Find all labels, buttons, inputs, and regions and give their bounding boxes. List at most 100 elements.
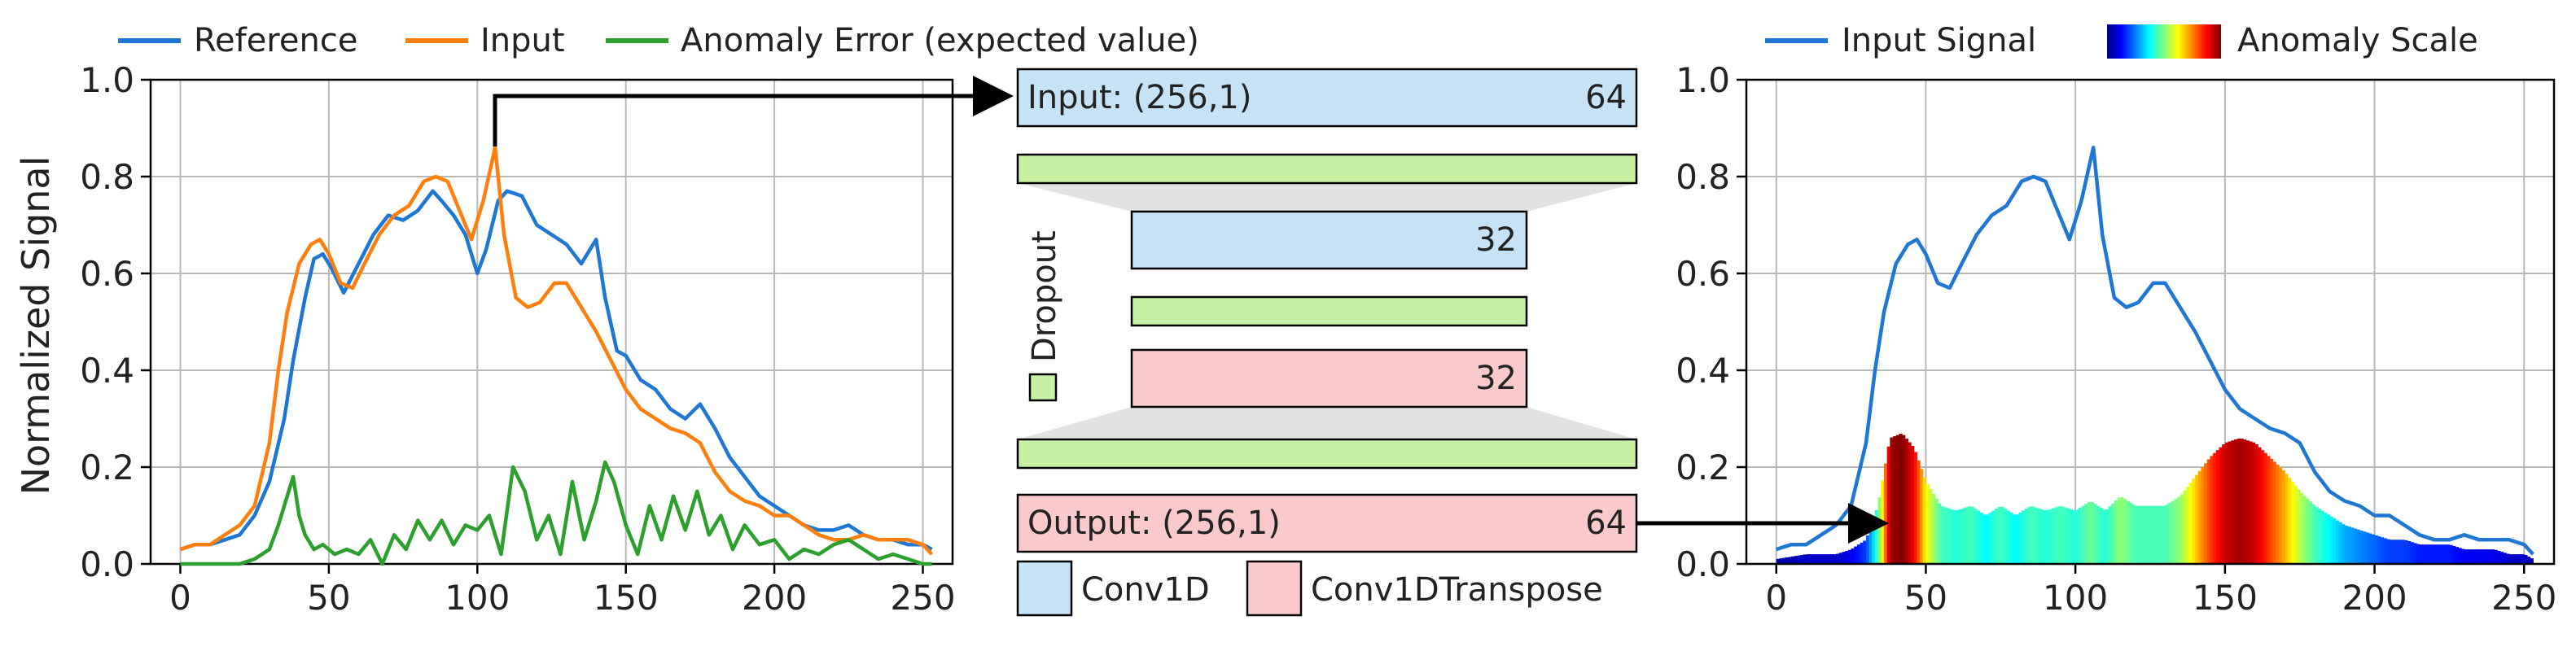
anomaly-heat-bar bbox=[1943, 507, 1947, 564]
anomaly-heat-bar bbox=[1911, 445, 1915, 564]
dropout-layer-2 bbox=[1130, 295, 1528, 327]
anomaly-heat-bar bbox=[1902, 435, 1906, 564]
anomaly-heat-bar bbox=[2054, 507, 2058, 564]
anomaly-heat-bar bbox=[2242, 439, 2247, 564]
anomaly-heat-bar bbox=[1827, 554, 1831, 564]
y-tick-label: 0.2 bbox=[1676, 448, 1730, 487]
anomaly-heat-bar bbox=[2003, 509, 2008, 564]
conv1dtranspose-legend-label: Conv1DTranspose bbox=[1311, 571, 1603, 609]
anomaly-heat-bar bbox=[2078, 507, 2083, 564]
anomaly-error-line bbox=[180, 460, 932, 566]
anomaly-heat-bar bbox=[2195, 474, 2199, 564]
anomaly-heat-bar bbox=[2260, 450, 2265, 564]
anomaly-heat-bar bbox=[2162, 505, 2166, 564]
anomaly-heat-bar bbox=[2455, 547, 2460, 564]
anomaly-heat-bar bbox=[1836, 553, 1840, 564]
anomaly-heat-bar bbox=[2090, 501, 2094, 564]
anomaly-heat-bar bbox=[1976, 510, 1981, 564]
anomaly-heat-bar bbox=[1982, 514, 1987, 564]
anomaly-heat-bar bbox=[1833, 554, 1837, 564]
anomaly-heat-bar bbox=[2416, 544, 2420, 564]
input-conv1d-layer bbox=[1016, 68, 1638, 128]
x-tick-label: 50 bbox=[307, 578, 350, 618]
anomaly-heat-bar bbox=[1815, 554, 1819, 564]
anomaly-heat-bar bbox=[1974, 509, 1978, 564]
decoder-conv1dtranspose-layer bbox=[1130, 348, 1528, 409]
anomaly-heat-bar bbox=[2419, 544, 2423, 564]
anomaly-heat-bar bbox=[2526, 557, 2531, 564]
anomaly-heat-bar bbox=[2228, 441, 2232, 564]
anomaly-heat-bar bbox=[2206, 459, 2211, 564]
anomaly-heat-bar bbox=[1818, 554, 1822, 564]
anomaly-heat-bar bbox=[2197, 470, 2202, 564]
anomaly-heat-bar bbox=[1845, 550, 1849, 564]
anomaly-heat-bar bbox=[2347, 526, 2351, 564]
anomaly-heat-bar bbox=[1908, 442, 1912, 564]
anomaly-heat-bar bbox=[2320, 510, 2324, 564]
anomaly-heat-bar bbox=[2335, 520, 2340, 564]
anomaly-heat-bar bbox=[2290, 481, 2294, 564]
anomaly-heat-area bbox=[1776, 434, 2534, 565]
anomaly-heat-bar bbox=[1890, 437, 1894, 564]
anomaly-heat-bar bbox=[2342, 524, 2346, 564]
anomaly-heat-bar bbox=[2036, 508, 2040, 564]
anomaly-heat-bar bbox=[2470, 549, 2474, 564]
anomaly-heat-bar bbox=[2048, 509, 2052, 564]
anomaly-heat-bar bbox=[1895, 435, 1899, 564]
anomaly-heat-bar bbox=[2022, 510, 2026, 564]
anomaly-heat-bar bbox=[1929, 488, 1933, 564]
anomaly-heat-bar bbox=[2482, 549, 2486, 564]
anomaly-heat-bar bbox=[2156, 505, 2160, 564]
y-tick-label: 0.8 bbox=[80, 157, 134, 197]
encoder-conv1d-layer bbox=[1130, 210, 1528, 270]
anomaly-heat-bar bbox=[2368, 533, 2372, 564]
left-ylabel: Normalized Signal bbox=[14, 156, 58, 496]
anomaly-heat-bar bbox=[2219, 447, 2223, 564]
anomaly-heat-bar bbox=[2491, 549, 2495, 564]
anomaly-heat-bar bbox=[2213, 452, 2217, 564]
encoder-layer-units: 32 bbox=[1475, 221, 1517, 259]
anomaly-heat-bar bbox=[2317, 509, 2322, 564]
anomaly-heat-bar bbox=[2114, 500, 2118, 564]
anomaly-heat-bar bbox=[2024, 509, 2028, 564]
anomaly-heat-bar bbox=[2443, 544, 2447, 564]
anomaly-heat-bar bbox=[2105, 509, 2109, 564]
conv1dtranspose-legend-swatch bbox=[1246, 560, 1303, 617]
anomaly-heat-bar bbox=[2165, 505, 2169, 564]
anomaly-heat-bar bbox=[2508, 554, 2513, 564]
x-tick-label: 150 bbox=[2193, 578, 2258, 618]
anomaly-heat-bar bbox=[2075, 509, 2079, 564]
anomaly-heat-bar bbox=[2344, 526, 2349, 564]
conv1d-legend-label: Conv1D bbox=[1081, 571, 1210, 609]
anomaly-heat-bar bbox=[1847, 549, 1852, 564]
anomaly-heat-bar bbox=[2087, 501, 2092, 564]
left-grid bbox=[151, 79, 953, 565]
anomaly-heat-bar bbox=[2476, 549, 2480, 564]
anomaly-heat-bar bbox=[2111, 503, 2115, 565]
anomaly-heat-bar bbox=[1938, 503, 1942, 565]
anomaly-heat-bar bbox=[2240, 438, 2244, 564]
anomaly-heat-bar bbox=[2407, 541, 2412, 564]
anomaly-heat-bar bbox=[2039, 509, 2044, 564]
anomaly-heat-bar bbox=[2072, 509, 2076, 564]
dropout-legend-swatch bbox=[1028, 373, 1058, 402]
anomaly-heat-bar bbox=[1838, 553, 1843, 564]
anomaly-heat-bar bbox=[2428, 544, 2432, 564]
anomaly-heat-bar bbox=[1794, 556, 1798, 564]
anomaly-heat-bar bbox=[2530, 558, 2534, 564]
anomaly-heat-bar bbox=[2497, 550, 2501, 564]
anomaly-heat-bar bbox=[2362, 531, 2367, 564]
arrow-input-to-encoder bbox=[493, 76, 1014, 146]
y-tick-label: 0.8 bbox=[1676, 157, 1730, 197]
input-layer-units: 64 bbox=[1585, 79, 1627, 116]
anomaly-heat-bar bbox=[2422, 544, 2426, 564]
anomaly-heat-bar bbox=[1824, 554, 1828, 564]
decoder-funnel bbox=[1018, 407, 1636, 439]
anomaly-heat-bar bbox=[1868, 526, 1873, 564]
anomaly-heat-bar bbox=[1931, 493, 1936, 564]
anomaly-heat-bar bbox=[2521, 554, 2525, 564]
anomaly-heat-bar bbox=[2371, 534, 2376, 564]
anomaly-heat-bar bbox=[1881, 480, 1885, 564]
anomaly-heat-bar bbox=[2374, 535, 2378, 564]
anomaly-heat-bar bbox=[2204, 463, 2208, 564]
